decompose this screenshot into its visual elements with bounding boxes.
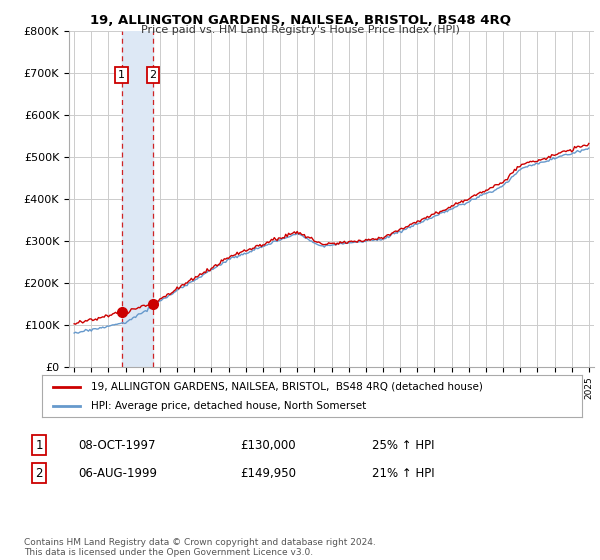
Text: Contains HM Land Registry data © Crown copyright and database right 2024.
This d: Contains HM Land Registry data © Crown c… [24, 538, 376, 557]
Text: 08-OCT-1997: 08-OCT-1997 [78, 438, 155, 452]
Text: Price paid vs. HM Land Registry's House Price Index (HPI): Price paid vs. HM Land Registry's House … [140, 25, 460, 35]
Text: 25% ↑ HPI: 25% ↑ HPI [372, 438, 434, 452]
Text: 2: 2 [149, 70, 157, 80]
Text: 1: 1 [118, 70, 125, 80]
Text: 21% ↑ HPI: 21% ↑ HPI [372, 466, 434, 480]
Text: 19, ALLINGTON GARDENS, NAILSEA, BRISTOL, BS48 4RQ: 19, ALLINGTON GARDENS, NAILSEA, BRISTOL,… [89, 14, 511, 27]
Text: 2: 2 [35, 466, 43, 480]
Text: 19, ALLINGTON GARDENS, NAILSEA, BRISTOL,  BS48 4RQ (detached house): 19, ALLINGTON GARDENS, NAILSEA, BRISTOL,… [91, 381, 482, 391]
Text: £130,000: £130,000 [240, 438, 296, 452]
Text: 1: 1 [35, 438, 43, 452]
Text: HPI: Average price, detached house, North Somerset: HPI: Average price, detached house, Nort… [91, 401, 366, 411]
Text: £149,950: £149,950 [240, 466, 296, 480]
Text: 06-AUG-1999: 06-AUG-1999 [78, 466, 157, 480]
Bar [122, 31, 153, 367]
